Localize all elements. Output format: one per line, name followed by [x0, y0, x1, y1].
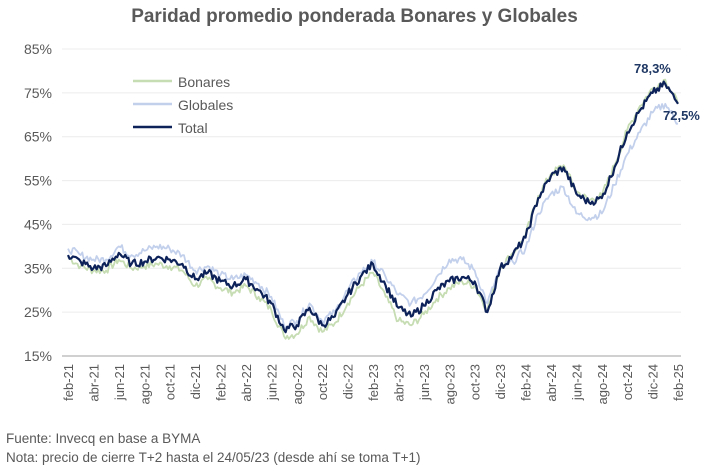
x-tick-label: feb-22: [214, 364, 229, 401]
x-tick-label: oct-21: [163, 364, 178, 400]
x-tick-label: ago-21: [137, 364, 152, 404]
x-tick-label: jun-21: [112, 364, 127, 401]
series-line-total: [66, 80, 679, 334]
x-tick-label: feb-25: [671, 364, 686, 401]
x-tick-label: dic-24: [646, 364, 661, 399]
x-tick-label: dic-22: [341, 364, 356, 399]
series-line-globales: [67, 102, 679, 329]
y-tick-label: 25%: [24, 304, 52, 320]
x-tick-label: dic-23: [493, 364, 508, 399]
x-tick-label: feb-24: [519, 364, 534, 401]
y-tick-label: 75%: [24, 85, 52, 101]
x-tick-label: ago-24: [595, 364, 610, 404]
x-tick-label: abr-22: [239, 364, 254, 402]
legend-label-globales: Globales: [178, 97, 233, 113]
legend-label-total: Total: [178, 120, 208, 136]
source-text: Fuente: Invecq en base a BYMA: [6, 431, 201, 446]
annotation-max: 78,3%: [634, 61, 671, 76]
x-tick-label: abr-24: [544, 364, 559, 402]
x-tick-label: abr-23: [391, 364, 406, 402]
y-tick-label: 35%: [24, 260, 52, 276]
x-tick-label: feb-21: [61, 364, 76, 401]
y-tick-label: 85%: [24, 41, 52, 57]
x-tick-label: feb-23: [366, 364, 381, 401]
series-line-bonares: [67, 78, 679, 340]
chart-title: Paridad promedio ponderada Bonares y Glo…: [131, 6, 578, 27]
x-tick-label: jun-23: [417, 364, 432, 401]
y-tick-label: 45%: [24, 216, 52, 232]
x-tick-label: oct-23: [468, 364, 483, 400]
x-tick-label: oct-22: [315, 364, 330, 400]
note-text: Nota: precio de cierre T+2 hasta el 24/0…: [6, 450, 421, 465]
x-tick-label: dic-21: [188, 364, 203, 399]
y-tick-label: 65%: [24, 129, 52, 145]
x-tick-label: jun-24: [569, 364, 584, 401]
x-tick-label: oct-24: [620, 364, 635, 400]
x-tick-label: abr-21: [86, 364, 101, 402]
y-tick-label: 55%: [24, 173, 52, 189]
annotation-last: 72,5%: [663, 108, 700, 123]
x-tick-label: jun-22: [264, 364, 279, 401]
x-tick-label: ago-23: [442, 364, 457, 404]
x-tick-label: ago-22: [290, 364, 305, 404]
y-tick-label: 15%: [24, 348, 52, 364]
legend-label-bonares: Bonares: [178, 74, 230, 90]
